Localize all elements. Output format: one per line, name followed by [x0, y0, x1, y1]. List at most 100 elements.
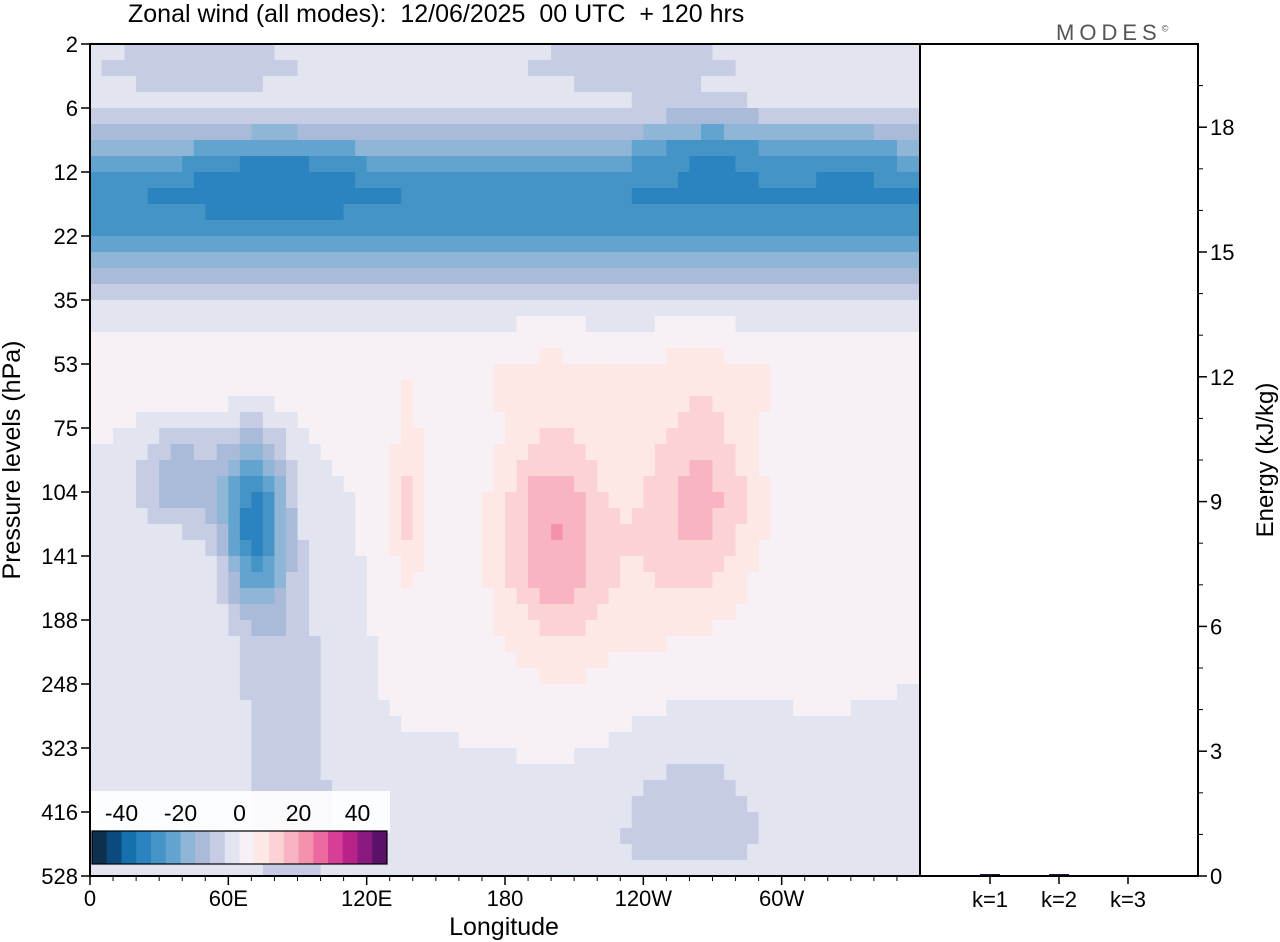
field-cell	[147, 588, 160, 605]
field-cell	[862, 44, 875, 61]
field-cell	[608, 620, 621, 637]
field-cell	[643, 412, 656, 429]
field-cell	[228, 124, 241, 141]
field-cell	[677, 412, 691, 429]
field-cell	[597, 524, 610, 541]
field-cell	[735, 76, 748, 93]
field-cell	[677, 284, 691, 301]
field-cell	[320, 284, 333, 301]
colorbar-swatch	[239, 831, 255, 864]
colorbar-label: 20	[286, 800, 312, 826]
field-cell	[631, 380, 644, 397]
field-cell	[804, 748, 817, 765]
field-cell	[262, 396, 276, 413]
field-cell	[343, 300, 356, 317]
field-cell	[458, 92, 472, 109]
field-cell	[677, 428, 691, 445]
field-cell	[770, 588, 783, 605]
field-cell	[343, 204, 356, 221]
field-cell	[285, 476, 299, 493]
field-cell	[458, 204, 472, 221]
field-cell	[528, 364, 541, 381]
field-cell	[816, 476, 829, 493]
field-cell	[747, 156, 760, 173]
field-cell	[666, 140, 679, 157]
field-cell	[228, 44, 241, 61]
field-cell	[689, 604, 702, 621]
field-cell	[585, 700, 598, 717]
field-cell	[493, 684, 506, 701]
field-cell	[435, 540, 448, 557]
field-cell	[159, 380, 172, 397]
field-cell	[481, 76, 495, 93]
field-cell	[516, 620, 529, 637]
field-cell	[608, 332, 621, 349]
y-tick-label: 12	[54, 160, 78, 185]
field-cell	[654, 428, 667, 445]
field-cell	[700, 684, 714, 701]
field-cell	[355, 172, 368, 189]
field-cell	[677, 396, 691, 413]
field-cell	[539, 60, 552, 77]
field-cell	[355, 76, 368, 93]
field-cell	[724, 652, 737, 669]
field-cell	[309, 204, 322, 221]
field-cell	[700, 620, 714, 637]
field-cell	[551, 460, 564, 477]
field-cell	[551, 796, 564, 813]
field-cell	[378, 204, 391, 221]
field-cell	[827, 588, 840, 605]
field-cell	[493, 460, 506, 477]
field-cell	[885, 828, 898, 845]
field-cell	[297, 188, 310, 205]
field-cell	[585, 652, 598, 669]
field-cell	[735, 780, 748, 797]
field-cell	[724, 860, 737, 876]
field-cell	[896, 652, 910, 669]
field-cell	[170, 76, 183, 93]
field-cell	[516, 572, 529, 589]
field-cell	[585, 396, 598, 413]
field-cell	[700, 204, 714, 221]
field-cell	[896, 204, 910, 221]
colorbar-background	[89, 791, 390, 833]
field-cell	[597, 236, 610, 253]
energy-category-label: k=3	[1110, 887, 1146, 912]
field-cell	[585, 812, 598, 829]
field-cell	[343, 396, 356, 413]
field-cell	[113, 508, 126, 525]
field-cell	[274, 636, 287, 653]
field-cell	[378, 604, 391, 621]
field-cell	[597, 348, 610, 365]
field-cell	[539, 732, 552, 749]
field-cell	[873, 652, 887, 669]
field-cell	[274, 60, 287, 77]
field-cell	[170, 188, 183, 205]
field-cell	[562, 124, 575, 141]
field-cell	[712, 316, 725, 333]
field-cell	[689, 300, 702, 317]
field-cell	[332, 60, 345, 77]
field-cell	[689, 156, 702, 173]
field-cell	[251, 332, 264, 349]
field-cell	[251, 700, 264, 717]
field-cell	[470, 60, 483, 77]
field-cell	[505, 476, 518, 493]
field-cell	[620, 860, 633, 876]
field-cell	[539, 172, 552, 189]
field-cell	[412, 620, 425, 637]
field-cell	[724, 716, 737, 733]
field-cell	[585, 332, 598, 349]
field-cell	[827, 460, 840, 477]
field-cell	[124, 492, 137, 509]
field-cell	[528, 844, 541, 861]
field-cell	[516, 780, 529, 797]
field-cell	[816, 780, 829, 797]
field-cell	[816, 796, 829, 813]
field-cell	[654, 204, 667, 221]
field-cell	[90, 284, 103, 301]
field-cell	[493, 620, 506, 637]
y-tick-label: 188	[41, 608, 78, 633]
field-cell	[274, 748, 287, 765]
field-cell	[458, 604, 472, 621]
